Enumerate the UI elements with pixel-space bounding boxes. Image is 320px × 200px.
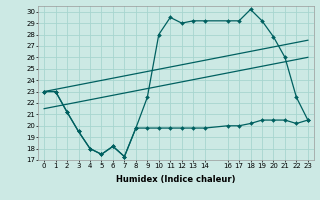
X-axis label: Humidex (Indice chaleur): Humidex (Indice chaleur) (116, 175, 236, 184)
